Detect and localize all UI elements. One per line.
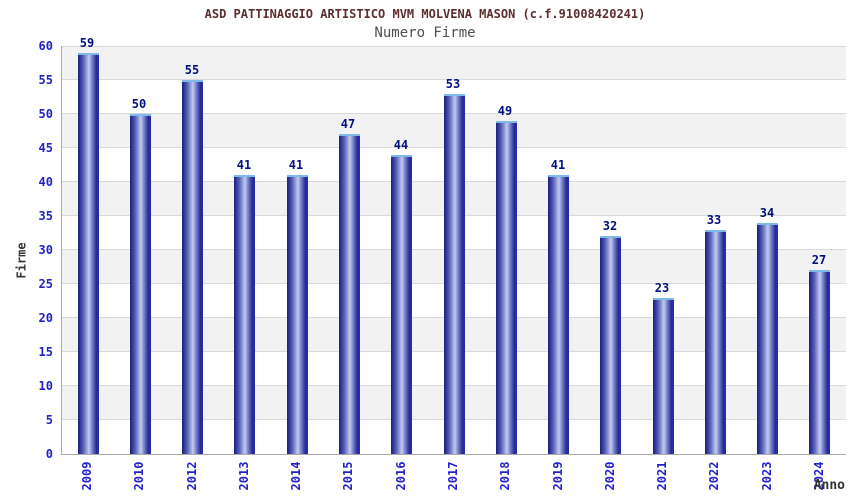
bar-value-label: 44 [393,138,409,152]
bar [757,223,778,454]
x-tick-label: 2023 [760,461,774,491]
bar [182,80,203,454]
x-tick-label: 2020 [603,461,617,491]
y-tick-label: 25 [38,277,53,291]
bar-value-label: 33 [706,213,722,227]
bar-value-label: 23 [654,281,670,295]
bar-value-label: 32 [602,219,618,233]
y-tick-label: 0 [45,447,53,461]
x-tick-label: 2014 [289,461,303,491]
y-tick-label: 55 [38,73,53,87]
x-tick-label: 2021 [655,461,669,491]
bar [444,94,465,454]
chart-subtitle: Numero Firme [374,25,476,41]
x-tick-label: 2010 [132,461,146,491]
y-tick-label: 5 [45,413,53,427]
y-tick-label: 20 [38,311,53,325]
bar [339,134,360,454]
bar-value-label: 59 [79,36,95,50]
y-tick-label: 35 [38,209,53,223]
y-tick-label: 10 [38,379,53,393]
x-tick-label: 2019 [551,461,565,491]
bar [234,175,255,454]
bar-value-label: 55 [184,63,200,77]
bar-value-label: 34 [759,206,775,220]
bar-value-label: 41 [550,158,566,172]
x-tick-label: 2016 [394,461,408,491]
bar [548,175,569,454]
x-axis-title: Anno [813,478,845,493]
x-tick-label: 2022 [707,461,721,491]
gridline [62,46,846,47]
x-tick-label: 2017 [446,461,460,491]
y-tick-label: 30 [38,243,53,257]
x-tick-label: 2009 [80,461,94,491]
x-tick-label: 2013 [237,461,251,491]
y-axis-title: Firme [14,242,29,279]
bar-value-label: 53 [445,77,461,91]
y-tick-label: 15 [38,345,53,359]
x-tick-label: 2018 [498,461,512,491]
y-tick-label: 50 [38,107,53,121]
chart-title: ASD PATTINAGGIO ARTISTICO MVM MOLVENA MA… [204,7,646,21]
bar [496,121,517,454]
y-tick-label: 60 [38,39,53,53]
y-tick-label: 40 [38,175,53,189]
bar-value-label: 49 [497,104,513,118]
bar [809,270,830,454]
bar [653,298,674,454]
bar-value-label: 50 [131,97,147,111]
bar [705,230,726,454]
bar-value-label: 47 [340,117,356,131]
bar [78,53,99,454]
bar-value-label: 27 [811,253,827,267]
bar [130,114,151,454]
bar-value-label: 41 [236,158,252,172]
y-tick-label: 45 [38,141,53,155]
bar [391,155,412,454]
bar-value-label: 41 [288,158,304,172]
plot-area [61,46,846,455]
gridline [62,79,846,80]
x-tick-label: 2012 [185,461,199,491]
bar [600,236,621,454]
plot-band [62,46,846,80]
bar [287,175,308,454]
x-tick-label: 2015 [341,461,355,491]
